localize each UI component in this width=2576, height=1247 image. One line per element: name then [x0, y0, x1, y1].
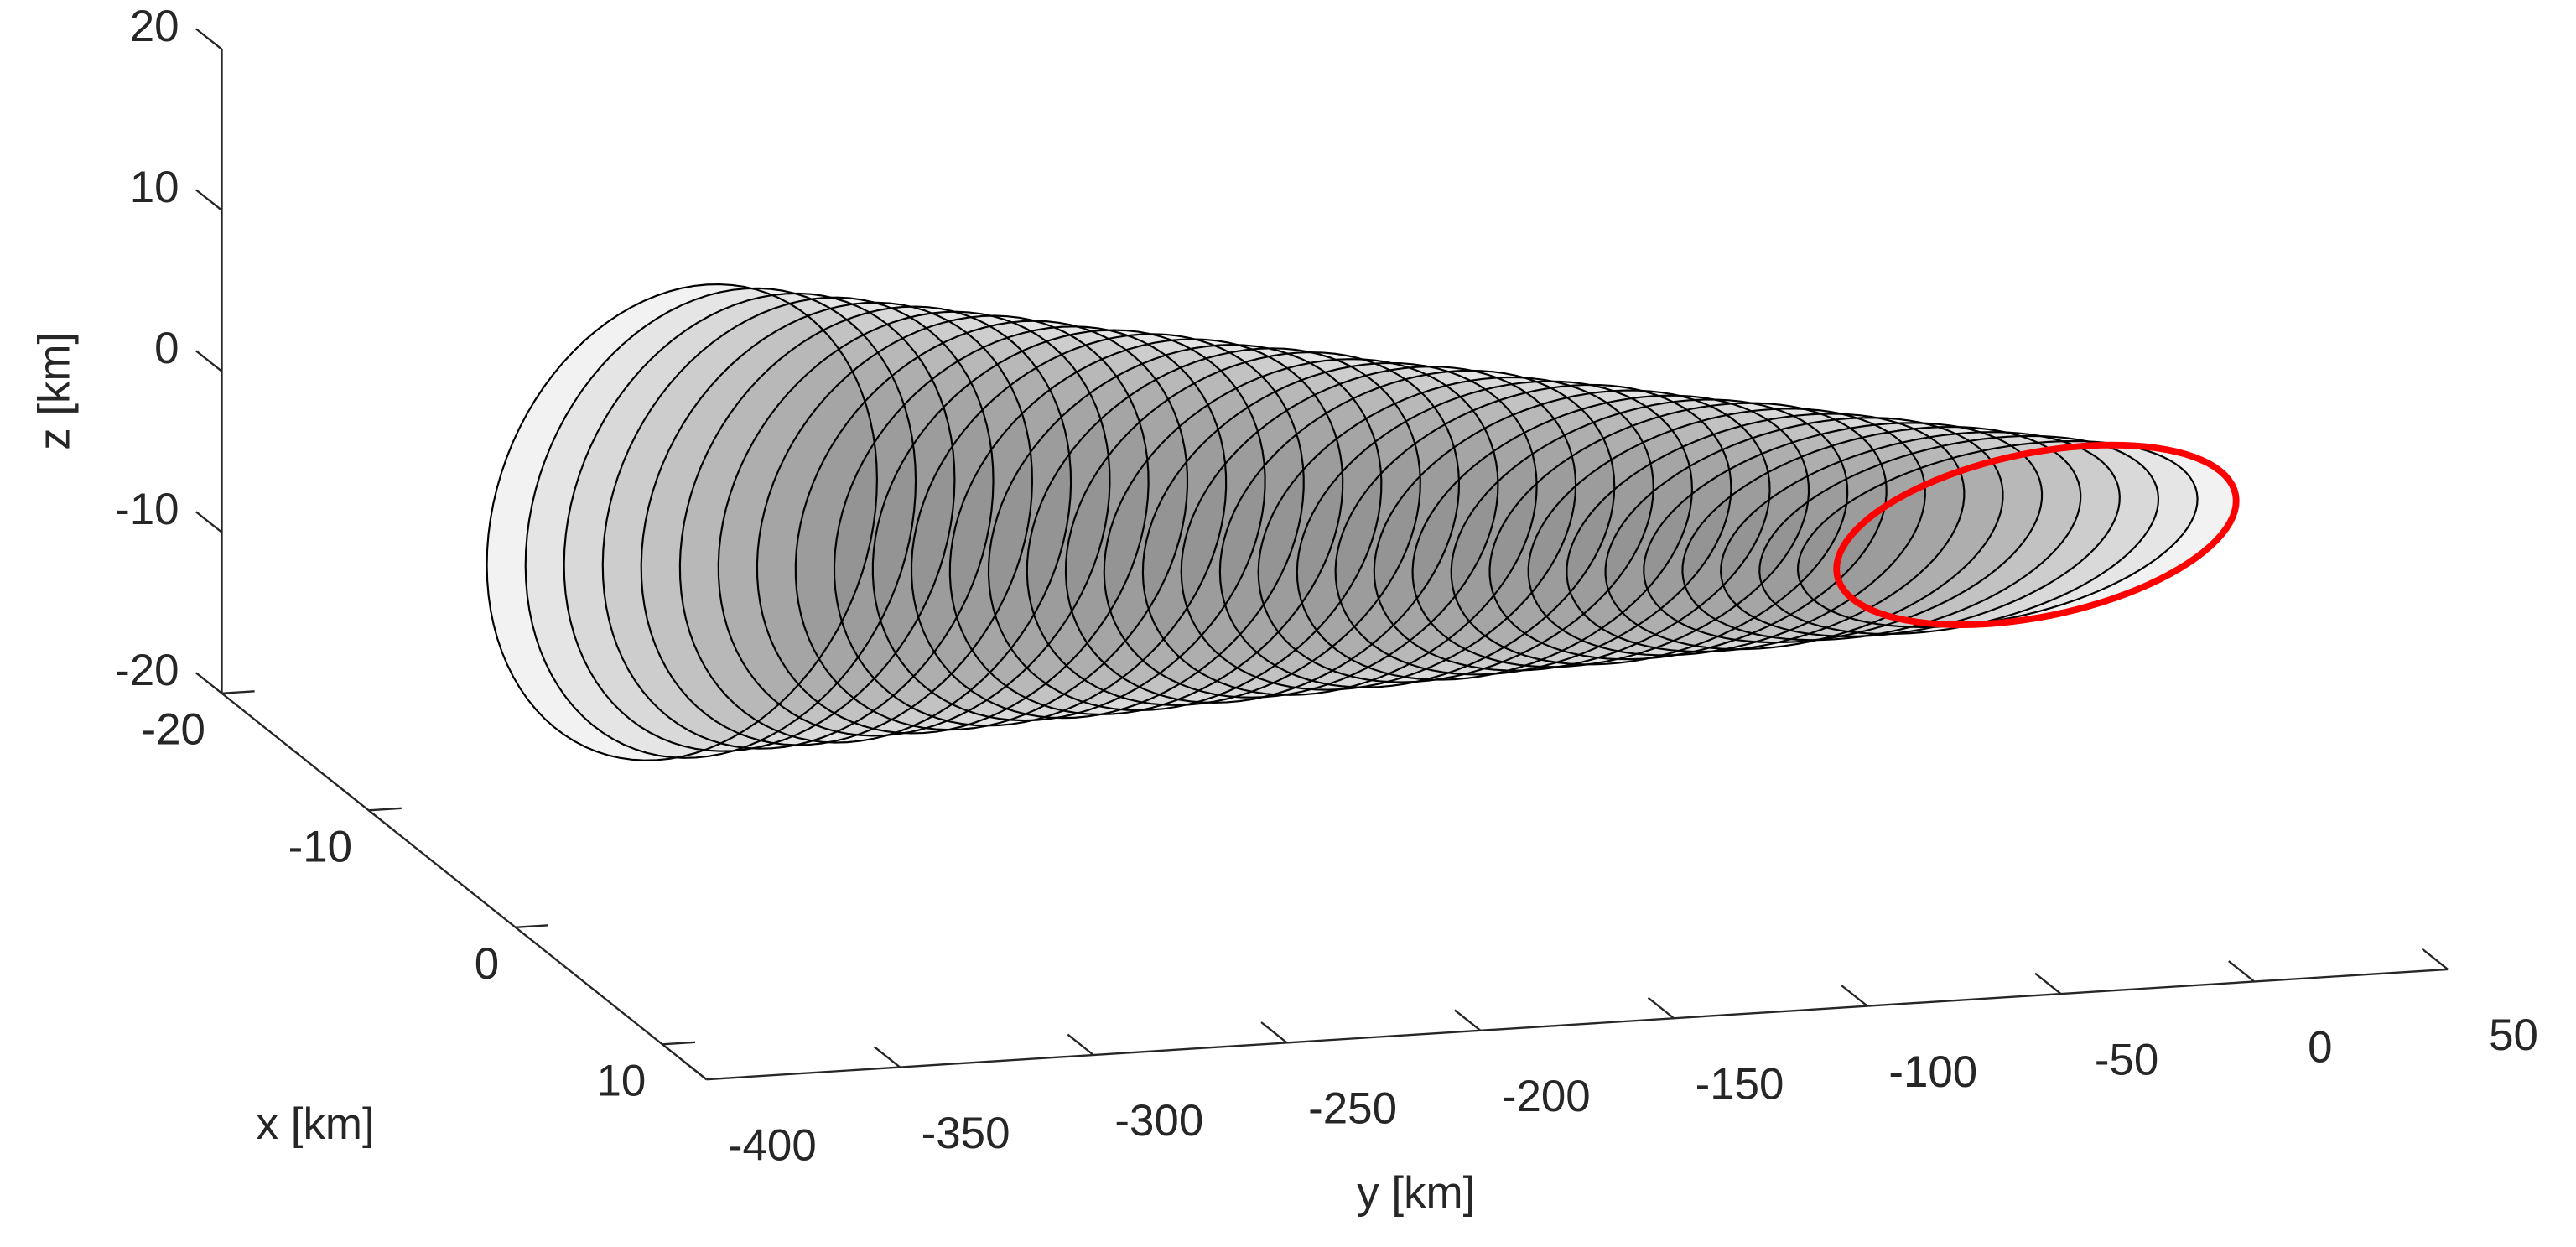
tube-ring — [871, 329, 1266, 722]
tube-ring — [910, 333, 1305, 720]
y-tick — [680, 1057, 708, 1081]
x-axis — [221, 692, 708, 1081]
z-tick — [195, 28, 223, 50]
z-tick — [195, 672, 223, 694]
x-tick-label: -10 — [288, 822, 352, 871]
z-tick-label: 0 — [154, 324, 179, 373]
y-tick-label: 0 — [2308, 1023, 2332, 1073]
x-tick — [515, 924, 548, 928]
y-tick — [2034, 972, 2062, 995]
z-axis-label: z [km] — [30, 332, 80, 450]
tube-ring — [1373, 389, 1771, 672]
y-tick — [1841, 985, 1868, 1007]
tube-ring — [1527, 408, 1926, 657]
tube-ring — [601, 296, 995, 750]
y-tick — [2421, 948, 2449, 970]
z-tick-label: -20 — [115, 646, 179, 695]
y-tick-label: -100 — [1888, 1047, 1977, 1097]
tube-ring — [987, 344, 1383, 712]
y-tick-label: -150 — [1696, 1059, 1784, 1109]
y-tick — [1067, 1033, 1094, 1056]
z-tick-label: -10 — [115, 485, 179, 534]
tube-ring — [1180, 366, 1577, 691]
x-tick — [368, 807, 402, 812]
z-tick-label: 20 — [130, 2, 179, 51]
tube-ring — [1218, 369, 1616, 688]
y-tick-label: -300 — [1114, 1096, 1203, 1146]
tube-ring — [833, 325, 1228, 727]
tube-ring — [1411, 394, 1810, 668]
tube-ring — [1604, 417, 2004, 651]
y-axis — [706, 968, 2449, 1081]
tube-ring — [1758, 434, 2160, 636]
x-tick-label: 0 — [475, 939, 499, 989]
tube-ring — [1566, 413, 1966, 653]
x-tick-label: -20 — [141, 705, 205, 755]
y-tick — [1260, 1021, 1288, 1044]
y-tick-label: 50 — [2489, 1011, 2538, 1060]
tube-ring — [1488, 402, 1888, 661]
tube-ring — [563, 292, 956, 752]
tube-ring — [756, 314, 1150, 735]
y-tick-label: -400 — [728, 1120, 817, 1170]
tube-ring — [1681, 425, 2082, 642]
tube-ring — [1026, 347, 1421, 706]
tube-ring — [1720, 431, 2121, 637]
y-tick-label: -250 — [1308, 1084, 1397, 1134]
y-axis-label: y [km] — [1357, 1168, 1475, 1218]
tube-ring — [794, 320, 1189, 731]
tube-ring — [1334, 383, 1732, 676]
y-tick — [2228, 960, 2256, 983]
y-tick-label: -350 — [922, 1109, 1010, 1158]
y-tick-label: -200 — [1502, 1072, 1591, 1121]
z-tick — [195, 189, 223, 211]
z-tick — [195, 350, 223, 372]
z-tick — [195, 511, 223, 533]
y-tick — [873, 1046, 901, 1068]
tube-ring — [1450, 398, 1849, 666]
y-tick-label: -50 — [2095, 1035, 2158, 1084]
x-axis-label: x [km] — [257, 1099, 375, 1149]
y-tick — [1454, 1009, 1482, 1031]
z-tick-label: 10 — [130, 163, 179, 212]
x-tick — [221, 690, 255, 694]
tube-ring — [717, 310, 1111, 737]
tube-ring — [1296, 380, 1693, 681]
tube-ring — [678, 305, 1072, 744]
x-tick — [662, 1041, 696, 1046]
tube-ring — [948, 338, 1344, 715]
highlight-ring — [1833, 441, 2240, 628]
y-tick — [1647, 996, 1675, 1020]
tube-ring — [640, 301, 1034, 746]
x-tick-label: 10 — [596, 1056, 646, 1105]
